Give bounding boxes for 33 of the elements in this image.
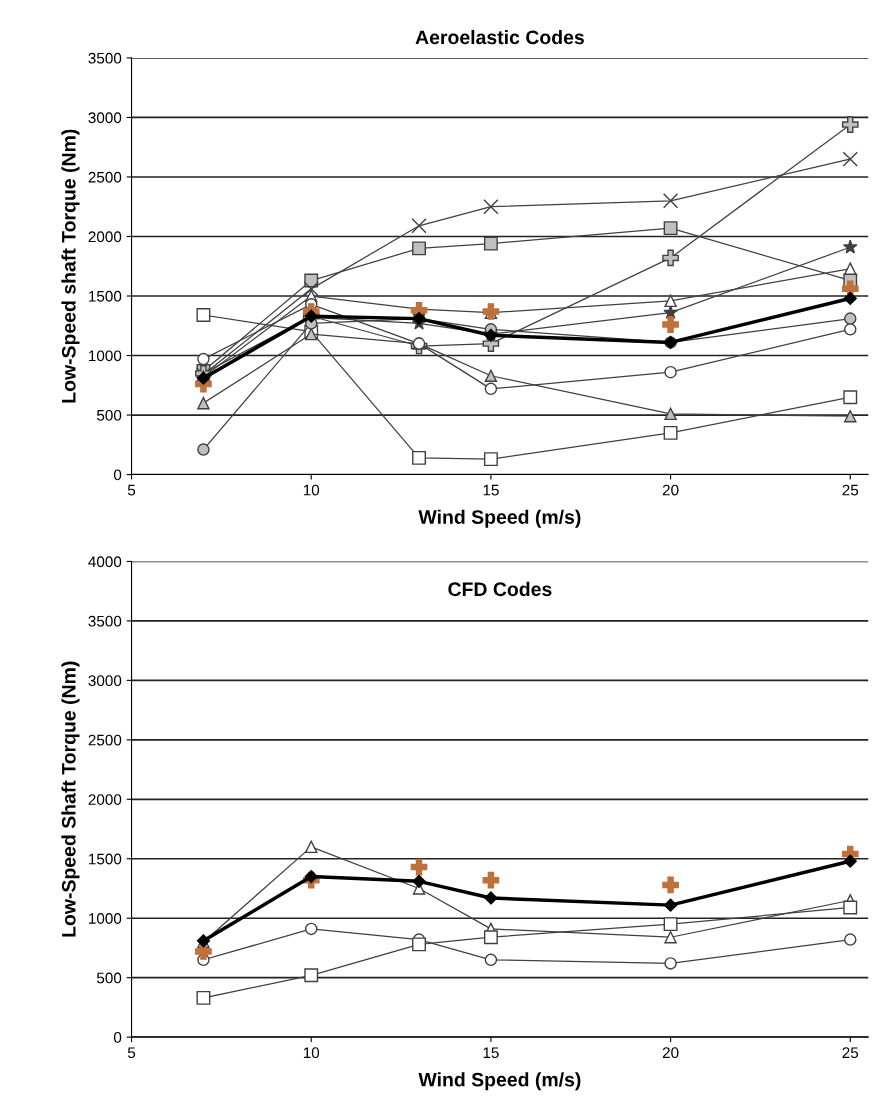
y-tick-label: 3000: [88, 675, 122, 687]
x-tick-label: 5: [127, 1047, 136, 1059]
y-tick-label: 1000: [89, 913, 122, 924]
y-axis-title: Low-Speed Shaft Torque (Nm): [61, 661, 80, 937]
x-tick-label: 25: [842, 1047, 859, 1059]
y-axis-title: Low-Speed shaft Torque (Nm): [61, 129, 80, 403]
y-tick-label: 3500: [88, 615, 122, 627]
x-tick-label: 25: [842, 484, 859, 496]
y-tick-label: 3500: [88, 52, 122, 64]
y-tick-label: 500: [96, 409, 122, 421]
y-tick-label: 2000: [88, 231, 122, 243]
y-tick-label: 2500: [88, 171, 122, 183]
x-tick-label: 5: [127, 484, 136, 496]
y-tick-label: 1500: [89, 853, 122, 865]
y-tick-label: 3000: [88, 112, 122, 124]
x-tick-label: 20: [662, 484, 679, 496]
x-axis-title: Wind Speed (m/s): [418, 509, 581, 528]
y-tick-label: 1000: [89, 350, 122, 362]
y-tick-label: 500: [96, 972, 122, 984]
y-tick-label: 4000: [88, 556, 122, 568]
x-tick-label: 20: [662, 1047, 679, 1059]
text: CFD Codes: [448, 581, 552, 597]
x-tick-label: 10: [303, 1047, 320, 1059]
y-tick-label: 0: [113, 469, 122, 481]
y-tick-label: 0: [113, 1032, 122, 1043]
x-tick-label: 15: [483, 484, 499, 496]
y-tick-label: 2500: [88, 734, 122, 746]
y-tick-label: 1500: [89, 290, 122, 302]
chart-title: Aeroelastic Codes: [415, 29, 584, 45]
x-axis-title: Wind Speed (m/s): [418, 1072, 581, 1091]
y-tick-label: 2000: [88, 794, 122, 805]
x-tick-label: 10: [303, 484, 320, 496]
x-tick-label: 15: [483, 1047, 499, 1059]
